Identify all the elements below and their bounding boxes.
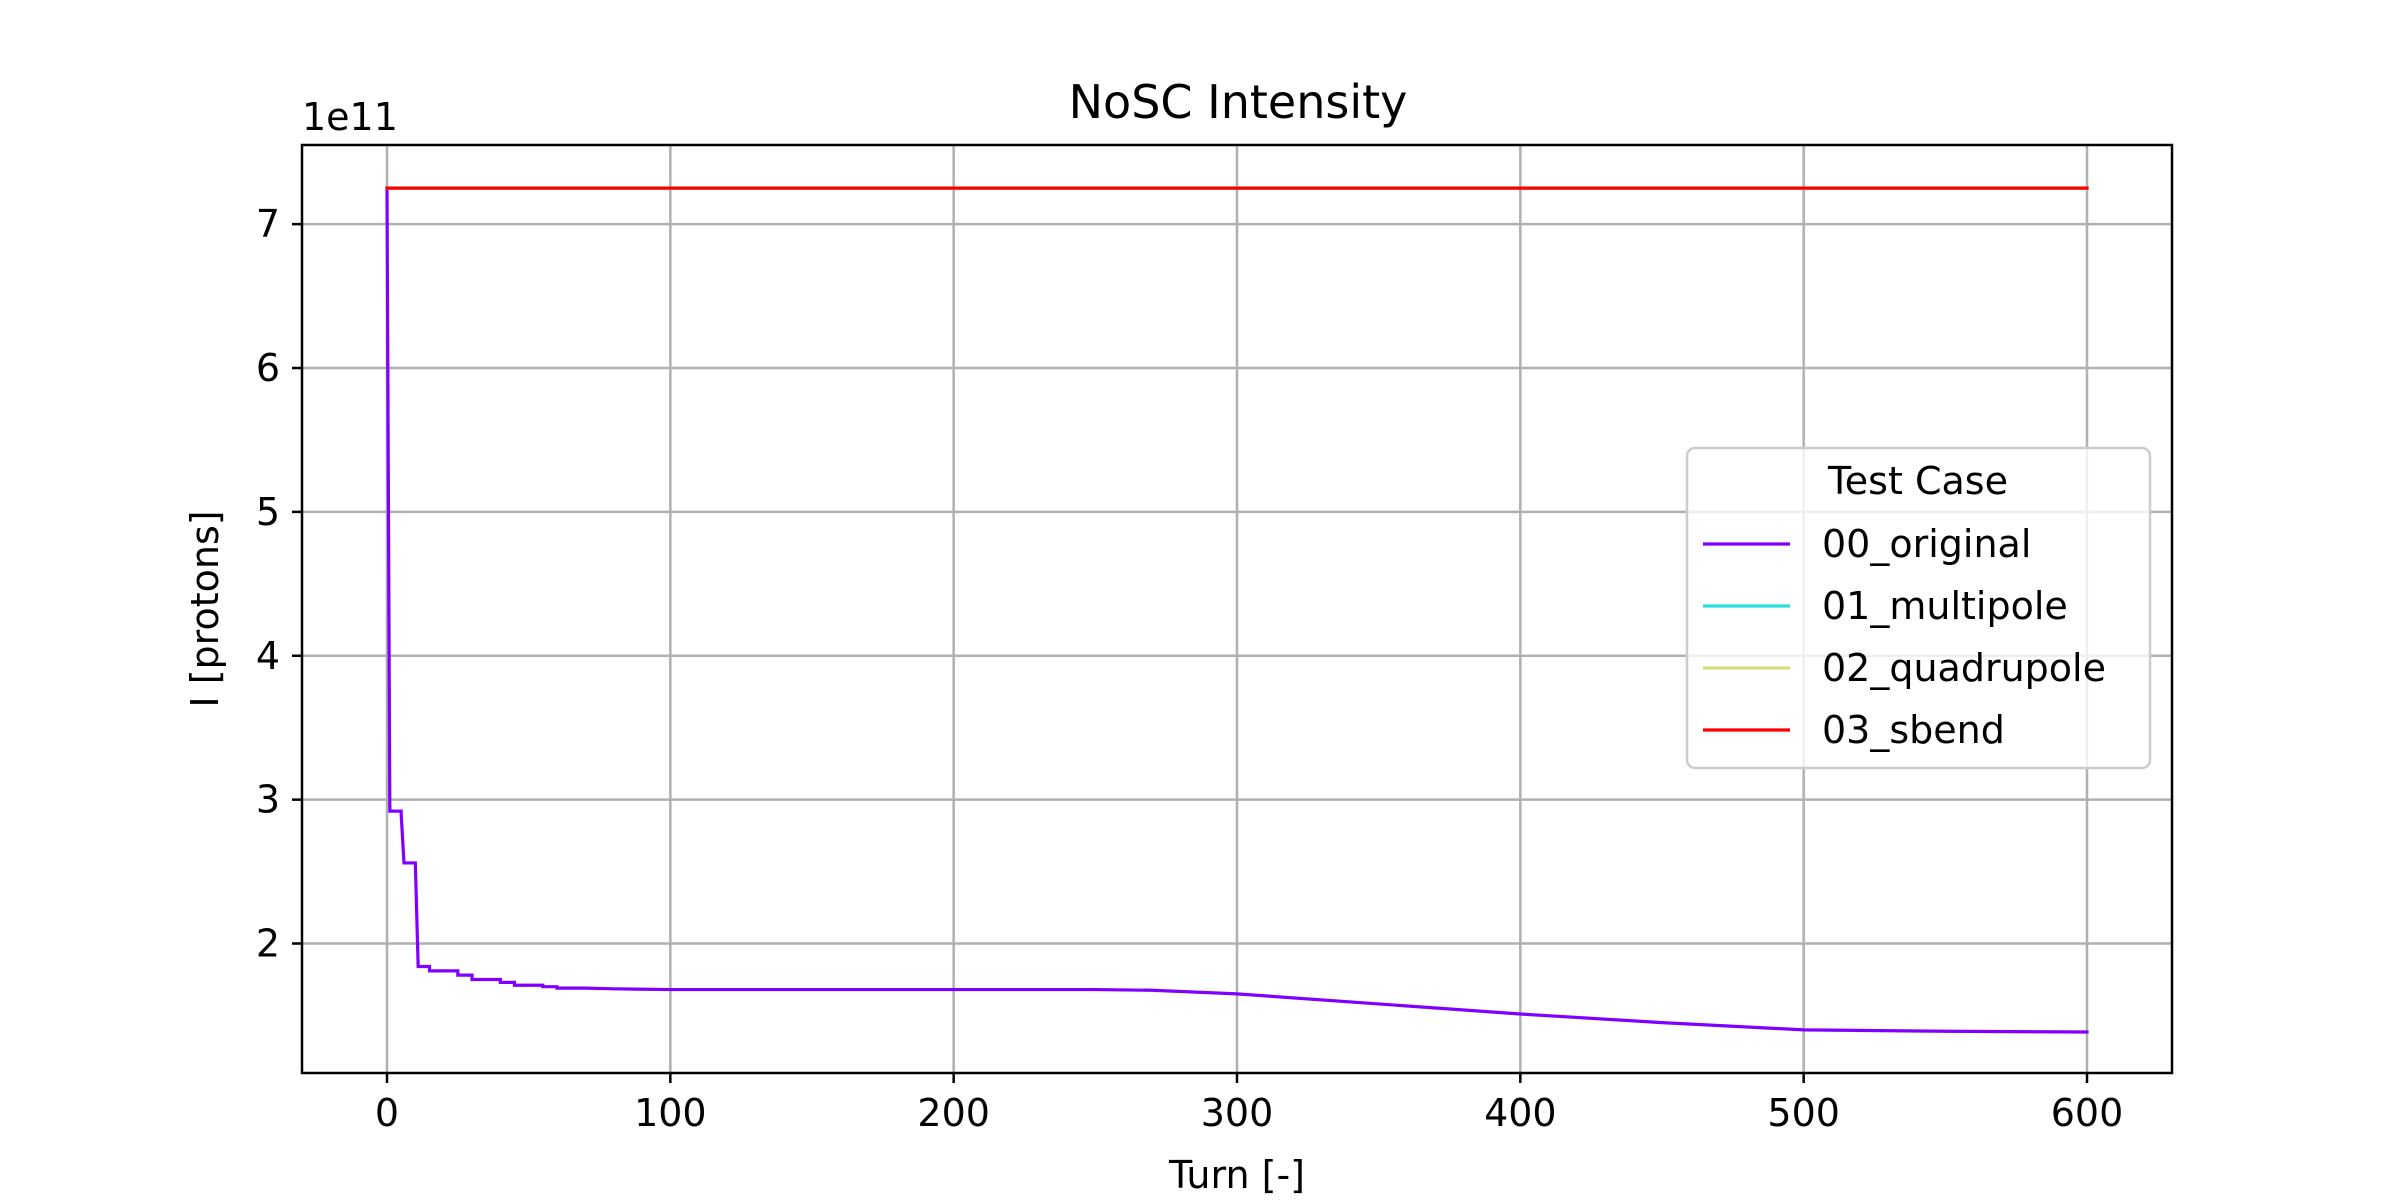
x-tick-label: 0 bbox=[375, 1091, 399, 1135]
legend-box bbox=[1685, 446, 2152, 770]
legend-title: Test Case bbox=[1827, 459, 2008, 503]
series-line-00-original bbox=[385, 186, 2089, 1034]
legend-label: 00_original bbox=[1822, 522, 2031, 566]
series-lines bbox=[385, 186, 2089, 1034]
y-tick-label: 2 bbox=[256, 922, 280, 966]
y-tick-label: 6 bbox=[256, 346, 280, 390]
chart-title: NoSC Intensity bbox=[1069, 75, 1408, 129]
x-tick-label: 500 bbox=[1767, 1091, 1840, 1135]
legend-label: 01_multipole bbox=[1822, 584, 2068, 628]
x-tick-label: 100 bbox=[634, 1091, 707, 1135]
y-tick-label: 4 bbox=[256, 634, 280, 678]
x-tick-label: 400 bbox=[1484, 1091, 1557, 1135]
legend-label: 03_sbend bbox=[1822, 708, 2005, 752]
y-tick-label: 7 bbox=[256, 202, 280, 246]
y-tick-label: 3 bbox=[256, 778, 280, 822]
x-tick-label: 300 bbox=[1201, 1091, 1274, 1135]
y-axis: 2 3 4 5 6 7 bbox=[256, 202, 302, 966]
y-offset-label: 1e11 bbox=[302, 95, 398, 139]
legend: Test Case 00_original 01_multipole 02_quad… bbox=[1685, 446, 2152, 770]
y-tick-label: 5 bbox=[256, 490, 280, 534]
x-axis-label: Turn [-] bbox=[1168, 1153, 1305, 1197]
x-tick-label: 600 bbox=[2051, 1091, 2124, 1135]
x-axis: 0 100 200 300 400 500 600 bbox=[375, 1073, 2123, 1135]
legend-entries: 00_original 01_multipole 02_quadrupole 03_s… bbox=[1703, 522, 2106, 752]
legend-label: 02_quadrupole bbox=[1822, 646, 2106, 690]
x-tick-label: 200 bbox=[917, 1091, 990, 1135]
y-axis-label: I [protons] bbox=[183, 510, 227, 707]
